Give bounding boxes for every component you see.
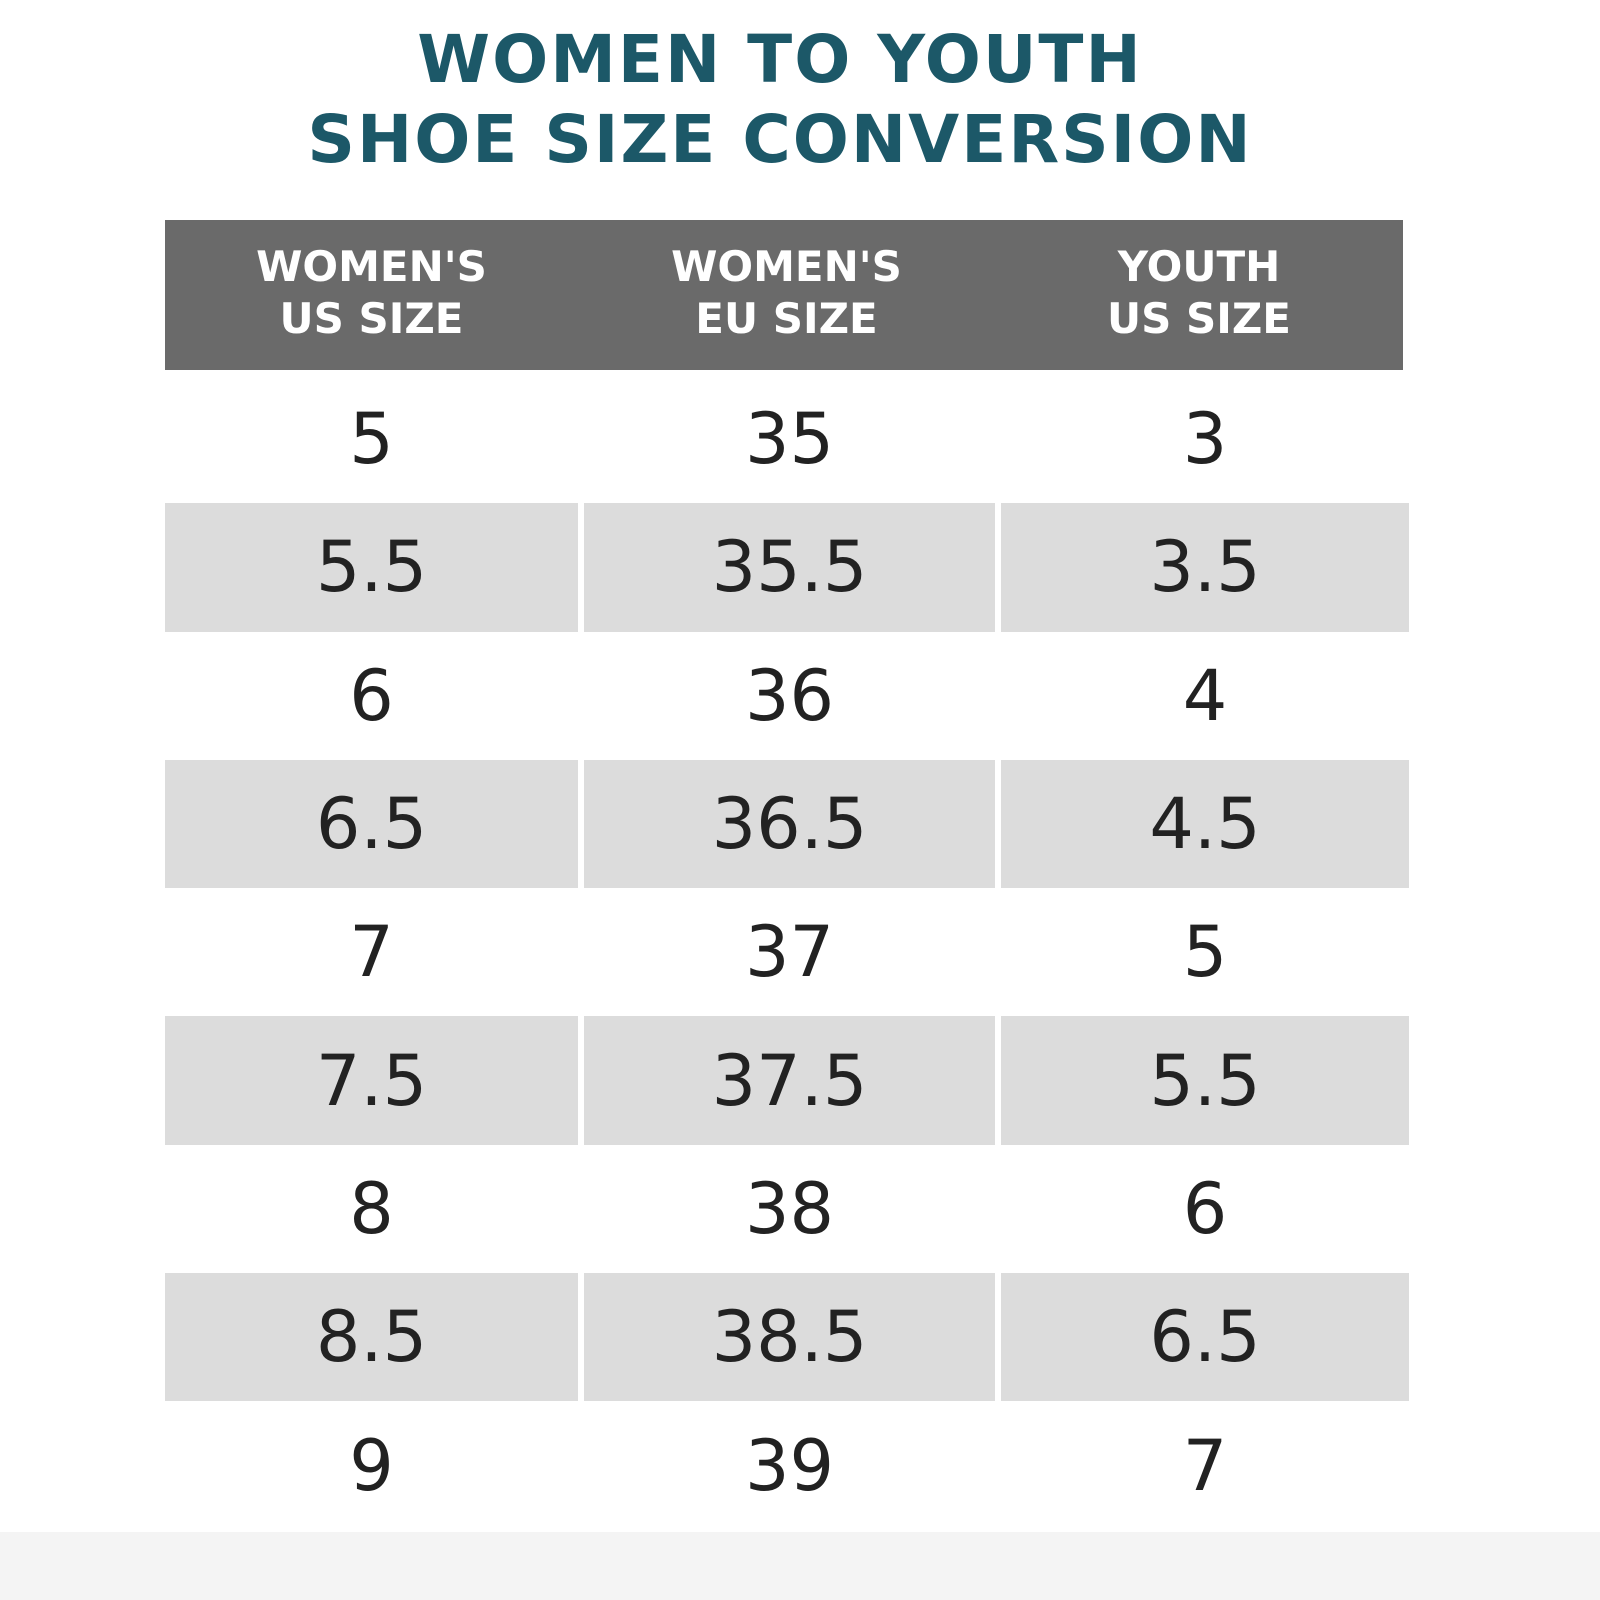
- table-row: 8.5 38.5 6.5: [165, 1273, 1409, 1402]
- title: WOMEN TO YOUTH: [417, 21, 1143, 98]
- table-cell: 38: [744, 1167, 835, 1250]
- header-row: WOMEN'S US SIZE WOMEN'S EU SIZE YOUTH US SIZE: [165, 220, 1403, 370]
- table-cell: 39: [744, 1424, 835, 1507]
- table-row: 5.5 35.5 3.5: [165, 503, 1409, 632]
- table-cell: 3.5: [1001, 503, 1409, 632]
- header-text: US SIZE: [1107, 294, 1291, 343]
- table-cell: 8.5: [165, 1273, 578, 1402]
- table-cell: 3: [1182, 398, 1228, 481]
- table-row: 9 39 7: [165, 1401, 1403, 1529]
- header-text: EU SIZE: [695, 294, 878, 343]
- header-text: YOUTH: [1117, 242, 1281, 291]
- table-cell: 38.5: [584, 1273, 995, 1402]
- table-row: 7.5 37.5 5.5: [165, 1016, 1409, 1145]
- table-row: 5 35 3: [165, 375, 1403, 503]
- table-cell: 7: [1182, 1424, 1228, 1507]
- table-cell: 6: [1182, 1167, 1228, 1250]
- header-cell: WOMEN'S EU SIZE: [581, 220, 992, 370]
- header-cell: YOUTH US SIZE: [995, 220, 1403, 370]
- table-cell: 4: [1182, 654, 1228, 737]
- table-cell: 5: [349, 398, 394, 481]
- table-row: 8 38 6: [165, 1145, 1403, 1273]
- table-cell: 36.5: [584, 759, 995, 889]
- table-cell: 5: [1182, 911, 1228, 994]
- table-cell: 6.5: [165, 759, 578, 889]
- table-cell: 37.5: [584, 1016, 995, 1145]
- table-cell: 7.5: [165, 1016, 578, 1145]
- table-cell: 35.5: [584, 503, 995, 632]
- table-cell: 5.5: [165, 503, 578, 632]
- table-cell: 9: [349, 1424, 394, 1507]
- header-text: WOMEN'S: [671, 242, 902, 291]
- table-row: 6.5 36.5 4.5: [165, 759, 1409, 889]
- table-row: 6 36 4: [165, 632, 1403, 760]
- table-cell: 8: [349, 1167, 394, 1250]
- table-cell: 6: [349, 654, 394, 737]
- table-cell: 4.5: [1001, 759, 1409, 889]
- size-table: WOMEN'S US SIZE WOMEN'S EU SIZE YOUTH US SIZE…: [165, 220, 1409, 1530]
- table-cell: 6.5: [1001, 1273, 1409, 1402]
- header-text: US SIZE: [279, 294, 464, 343]
- table-row: 7 37 5: [165, 888, 1403, 1016]
- header-text: WOMEN'S: [256, 242, 487, 291]
- table-cell: 7: [349, 911, 394, 994]
- header-cell: WOMEN'S US SIZE: [165, 220, 578, 370]
- table-cell: 36: [744, 654, 835, 737]
- title: SHOE SIZE CONVERSION: [307, 101, 1253, 178]
- background-strip: [0, 1532, 1600, 1600]
- table-cell: 37: [744, 911, 835, 994]
- table-cell: 35: [744, 398, 835, 481]
- table-cell: 5.5: [1001, 1016, 1409, 1145]
